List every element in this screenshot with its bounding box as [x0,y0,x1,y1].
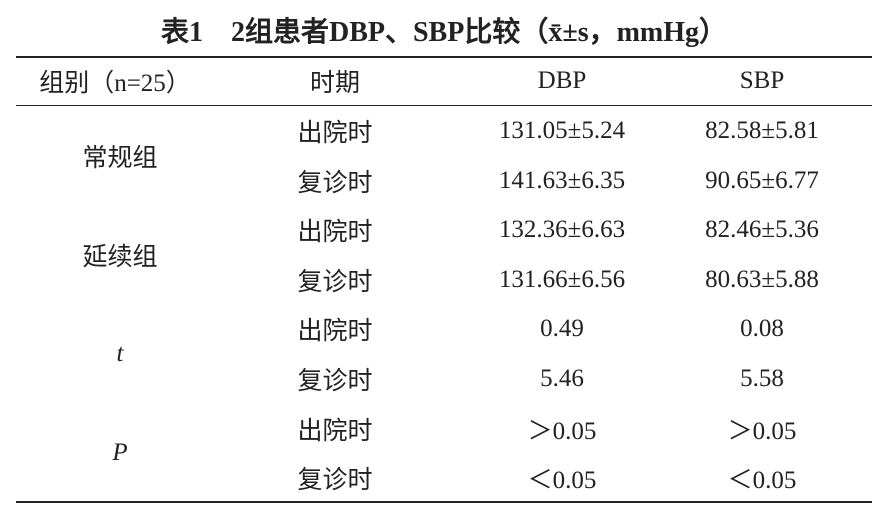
table-cell: 出院时 [297,417,373,445]
table-cell: 出院时 [297,219,373,247]
table-cell: 复诊时 [297,268,373,296]
header-cell: DBP [537,67,587,94]
table-cell: 出院时 [297,318,373,346]
bottom-rule [16,501,872,503]
table-title: 表1 2组患者DBP、SBP比较（x̄±s，mmHg） [160,17,728,48]
table-cell: ＞0.05 [527,417,597,445]
table-cell: 复诊时 [297,169,373,197]
table-cell: 5.46 [540,365,584,392]
group-label: t [116,340,124,368]
header-cell: SBP [739,67,785,94]
header-rule [16,105,872,106]
table-cell: 82.58±5.81 [705,117,819,144]
header-cell: 时期 [309,70,361,97]
table-cell: 复诊时 [297,467,373,495]
table-cell: 5.58 [740,365,784,392]
header-cell: 组别（n=25） [39,70,191,97]
group-label: 延续组 [82,244,158,271]
table-cell: 80.63±5.88 [705,265,819,293]
table-cell: 90.65±6.77 [705,166,819,194]
table-cell: 复诊时 [297,368,373,395]
top-rule [16,56,872,58]
group-label: P [112,439,128,467]
table-cell: 82.46±5.36 [705,216,819,244]
table-cell: 131.66±6.56 [498,265,626,293]
table-cell: 0.08 [740,315,784,343]
table-cell: 132.36±6.63 [498,216,626,244]
table-cell: ＜0.05 [727,467,797,495]
table-cell: 出院时 [297,120,373,147]
table-cell: 131.05±5.24 [498,117,626,144]
table-cell: ＞0.05 [727,417,797,445]
table-cell: 0.49 [540,315,584,343]
group-label: 常规组 [82,144,158,172]
table-cell: 141.63±6.35 [498,166,626,194]
table-cell: ＜0.05 [527,467,597,495]
